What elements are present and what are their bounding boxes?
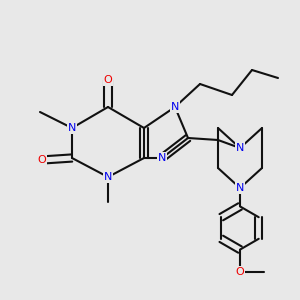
Text: O: O — [103, 75, 112, 85]
Text: O: O — [38, 155, 46, 165]
Text: O: O — [236, 267, 244, 277]
Text: N: N — [236, 183, 244, 193]
Text: N: N — [236, 143, 244, 153]
Text: N: N — [68, 123, 76, 133]
Text: N: N — [158, 153, 166, 163]
Text: N: N — [104, 172, 112, 182]
Text: N: N — [171, 102, 179, 112]
